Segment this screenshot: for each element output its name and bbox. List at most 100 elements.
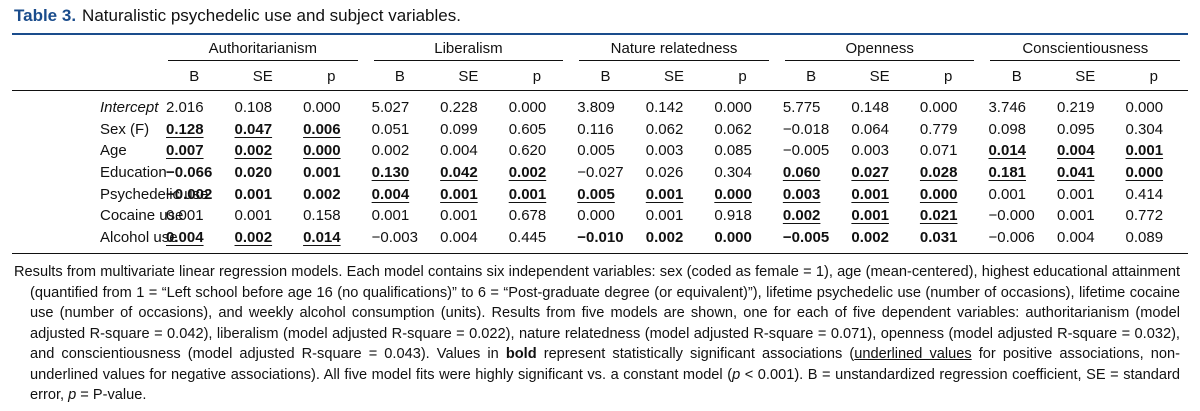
cell: 0.051 xyxy=(366,119,435,141)
table-title: Table 3. Naturalistic psychedelic use and… xyxy=(14,6,461,26)
cell-value: 0.772 xyxy=(1125,207,1164,225)
row-label: Intercept xyxy=(100,99,159,117)
cell-value: 0.005 xyxy=(577,185,615,203)
cell-value: 0.001 xyxy=(645,185,684,203)
cell: 0.772 xyxy=(1120,205,1189,227)
group-label: Openness xyxy=(784,40,975,61)
cell: 0.001 xyxy=(434,205,503,227)
data-row: Psychedelic use −0.002 0.001 0.002 0.004 0.00… xyxy=(12,183,1188,205)
cell: 0.108 xyxy=(229,91,298,119)
row-label: Alcohol use xyxy=(100,228,178,246)
cell: 0.004 xyxy=(160,227,229,254)
cell-value: 0.228 xyxy=(440,99,478,117)
cell: 0.089 xyxy=(1120,227,1189,254)
cell: 0.000 xyxy=(1120,91,1189,119)
cell-value: −0.006 xyxy=(988,228,1035,246)
footnote-text: Results from multivariate linear regress… xyxy=(14,264,1180,362)
cell: 0.678 xyxy=(503,205,572,227)
cell-value: 0.219 xyxy=(1057,99,1095,117)
subheader: p xyxy=(532,67,542,85)
row-label: Psychedelic use xyxy=(100,185,209,203)
cell: 0.128 xyxy=(160,119,229,141)
row-label: Education xyxy=(100,164,167,182)
cell-value: 0.000 xyxy=(714,228,752,246)
cell-value: 0.021 xyxy=(919,207,958,225)
cell: 0.001 xyxy=(297,162,366,184)
group-label: Nature relatedness xyxy=(579,40,769,61)
cell-value: 0.003 xyxy=(645,142,684,160)
cell-value: 0.158 xyxy=(303,207,341,225)
cell: 0.002 xyxy=(777,205,846,227)
cell: 0.004 xyxy=(434,227,503,254)
subheader: B xyxy=(806,67,817,85)
cell: 0.003 xyxy=(640,140,709,162)
cell: 0.071 xyxy=(914,140,983,162)
cell-value: 0.605 xyxy=(508,120,547,138)
cell-value: 0.414 xyxy=(1125,185,1164,203)
cell: 0.001 xyxy=(1120,140,1189,162)
cell-value: 0.130 xyxy=(371,164,410,182)
cell-value: 0.064 xyxy=(851,120,889,138)
cell: 0.005 xyxy=(571,183,640,205)
cell: 0.005 xyxy=(571,140,640,162)
group-label: Liberalism xyxy=(373,40,564,61)
cell: 0.001 xyxy=(229,205,298,227)
cell: 0.047 xyxy=(229,119,298,141)
cell: 0.099 xyxy=(434,119,503,141)
cell: 0.000 xyxy=(297,140,366,162)
cell-value: 0.000 xyxy=(714,99,752,117)
cell: 3.746 xyxy=(982,91,1051,119)
cell: 0.006 xyxy=(297,119,366,141)
cell: −0.006 xyxy=(982,227,1051,254)
data-row: Intercept 2.016 0.108 0.000 5.027 0.228 0.000 3… xyxy=(12,91,1188,119)
cell-value: 0.071 xyxy=(919,142,958,160)
cell: 0.001 xyxy=(640,183,709,205)
cell-value: 0.060 xyxy=(782,164,821,182)
cell: 0.000 xyxy=(503,91,572,119)
cell-value: 0.001 xyxy=(234,207,273,225)
subheader: p xyxy=(327,67,336,85)
cell: 0.026 xyxy=(640,162,709,184)
row-label: Sex (F) xyxy=(100,120,150,138)
footnote-text: underlined values xyxy=(854,346,972,362)
cell-value: 0.085 xyxy=(714,142,752,160)
cell: 0.062 xyxy=(708,119,777,141)
cell: 0.000 xyxy=(297,91,366,119)
cell: 0.001 xyxy=(845,183,914,205)
cell-value: 0.918 xyxy=(714,207,752,225)
cell: 0.002 xyxy=(503,162,572,184)
cell-value: 0.678 xyxy=(508,207,547,225)
cell-value: 0.779 xyxy=(919,120,958,138)
cell: 0.007 xyxy=(160,140,229,162)
cell-value: 2.016 xyxy=(166,99,204,117)
cell-value: −0.005 xyxy=(782,228,830,246)
cell: 0.002 xyxy=(229,227,298,254)
cell-value: 0.089 xyxy=(1125,228,1164,246)
data-row: Age 0.007 0.002 0.000 0.002 0.004 0.620 0.005 0.… xyxy=(12,140,1188,162)
cell-value: 0.007 xyxy=(166,142,204,160)
cell: 0.000 xyxy=(571,205,640,227)
cell: 0.414 xyxy=(1120,183,1189,205)
group-label: Conscientiousness xyxy=(990,40,1181,61)
cell-value: 0.001 xyxy=(1057,207,1095,225)
cell: 0.181 xyxy=(982,162,1051,184)
subheader: B xyxy=(189,67,200,85)
footnote-text: for positive associations, non-underline… xyxy=(30,346,1180,383)
cell: 0.064 xyxy=(845,119,914,141)
cell: 0.098 xyxy=(982,119,1051,141)
cell: −0.005 xyxy=(777,227,846,254)
cell-value: 0.020 xyxy=(234,164,273,182)
data-row: Cocaine use 0.001 0.001 0.158 0.001 0.001 0.67… xyxy=(12,205,1188,227)
cell-value: 0.003 xyxy=(782,185,821,203)
cell-value: −0.000 xyxy=(988,207,1035,225)
footnote-text: = P-value. xyxy=(76,387,147,403)
cell-value: 5.027 xyxy=(371,99,410,117)
cell-value: 0.001 xyxy=(851,207,889,225)
subheader: B xyxy=(394,67,405,85)
cell-value: 0.001 xyxy=(1057,185,1095,203)
cell-value: 0.000 xyxy=(577,207,615,225)
cell-value: 0.041 xyxy=(1057,164,1095,182)
cell-value: 0.002 xyxy=(851,228,889,246)
cell-value: 0.001 xyxy=(645,207,684,225)
cell-value: 0.099 xyxy=(440,120,478,138)
